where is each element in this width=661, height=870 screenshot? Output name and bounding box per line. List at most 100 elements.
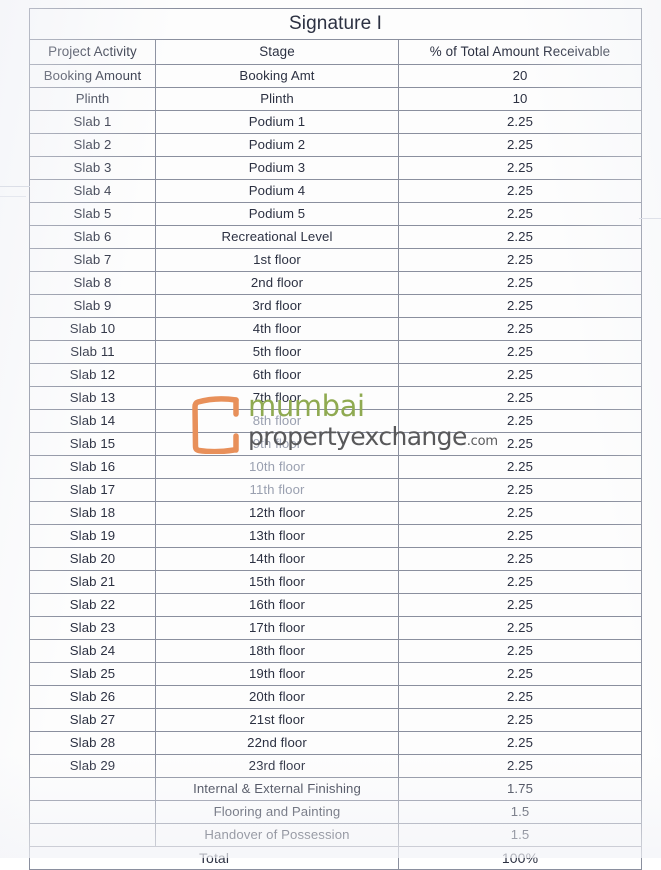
cell-percent: 2.25 xyxy=(397,294,643,318)
cell-percent: 1.5 xyxy=(397,823,643,847)
cell-percent: 2.25 xyxy=(397,685,643,709)
cell-percent: 2.25 xyxy=(397,501,643,525)
cell-project-activity: Slab 20 xyxy=(29,547,156,571)
cell-percent: 10 xyxy=(397,87,643,111)
cell-percent: 1.5 xyxy=(397,800,643,824)
cell-stage: 7th floor xyxy=(155,386,399,410)
table-row: Slab 17 11th floor 2.25 xyxy=(29,478,643,502)
cell-stage: 16th floor xyxy=(155,593,399,617)
scan-crease-left xyxy=(0,186,30,187)
cell-project-activity: Slab 9 xyxy=(29,294,156,318)
table-row: Slab 14 8th floor 2.25 xyxy=(29,409,643,433)
cell-stage: 6th floor xyxy=(155,363,399,387)
table-body: Booking Amount Booking Amt 20 Plinth Plinth 1… xyxy=(29,64,643,847)
cell-stage: 15th floor xyxy=(155,570,399,594)
cell-project-activity: Slab 27 xyxy=(29,708,156,732)
table-row: Slab 27 21st floor 2.25 xyxy=(29,708,643,732)
cell-stage: 12th floor xyxy=(155,501,399,525)
cell-project-activity: Booking Amount xyxy=(29,64,156,88)
table-row: Slab 5 Podium 5 2.25 xyxy=(29,202,643,226)
cell-percent: 2.25 xyxy=(397,731,643,755)
cell-percent: 2.25 xyxy=(397,593,643,617)
table-row: Slab 2 Podium 2 2.25 xyxy=(29,133,643,157)
column-header-stage: Stage xyxy=(155,39,399,65)
cell-stage: Recreational Level xyxy=(155,225,399,249)
cell-stage: 13th floor xyxy=(155,524,399,548)
cell-stage: 19th floor xyxy=(155,662,399,686)
cell-project-activity: Slab 4 xyxy=(29,179,156,203)
table-row: Slab 29 23rd floor 2.25 xyxy=(29,754,643,778)
cell-stage: 11th floor xyxy=(155,478,399,502)
cell-project-activity: Slab 16 xyxy=(29,455,156,479)
table-row: Slab 6 Recreational Level 2.25 xyxy=(29,225,643,249)
table-row: Internal & External Finishing 1.75 xyxy=(29,777,643,801)
cell-stage: 1st floor xyxy=(155,248,399,272)
cell-stage: Booking Amt xyxy=(155,64,399,88)
cell-percent: 2.25 xyxy=(397,156,643,180)
cell-percent: 2.25 xyxy=(397,225,643,249)
cell-stage: Podium 4 xyxy=(155,179,399,203)
cell-stage: Podium 5 xyxy=(155,202,399,226)
cell-project-activity: Slab 21 xyxy=(29,570,156,594)
document-title: Signature I xyxy=(28,8,643,40)
cell-project-activity: Slab 19 xyxy=(29,524,156,548)
cell-project-activity: Slab 10 xyxy=(29,317,156,341)
total-value: 100% xyxy=(397,846,643,870)
cell-stage: 9th floor xyxy=(155,432,399,456)
cell-project-activity: Slab 3 xyxy=(29,156,156,180)
cell-project-activity: Slab 7 xyxy=(29,248,156,272)
cell-project-activity: Slab 25 xyxy=(29,662,156,686)
table-row: Slab 3 Podium 3 2.25 xyxy=(29,156,643,180)
cell-project-activity: Slab 14 xyxy=(29,409,156,433)
cell-stage: Internal & External Finishing xyxy=(155,777,399,801)
cell-stage: Flooring and Painting xyxy=(155,800,399,824)
cell-percent: 2.25 xyxy=(397,179,643,203)
cell-percent: 2.25 xyxy=(397,271,643,295)
table-row: Slab 19 13th floor 2.25 xyxy=(29,524,643,548)
cell-project-activity: Slab 8 xyxy=(29,271,156,295)
cell-project-activity: Plinth xyxy=(29,87,156,111)
total-row: Total 100% xyxy=(29,846,643,870)
table-row: Handover of Possession 1.5 xyxy=(29,823,643,847)
cell-stage: 18th floor xyxy=(155,639,399,663)
cell-percent: 2.25 xyxy=(397,386,643,410)
cell-project-activity: Slab 17 xyxy=(29,478,156,502)
cell-project-activity: Slab 24 xyxy=(29,639,156,663)
cell-percent: 2.25 xyxy=(397,524,643,548)
table-row: Slab 7 1st floor 2.25 xyxy=(29,248,643,272)
table-row: Slab 20 14th floor 2.25 xyxy=(29,547,643,571)
cell-project-activity: Slab 5 xyxy=(29,202,156,226)
cell-percent: 2.25 xyxy=(397,616,643,640)
scan-crease-left-secondary xyxy=(0,196,26,197)
cell-percent: 2.25 xyxy=(397,110,643,134)
table-row: Slab 8 2nd floor 2.25 xyxy=(29,271,643,295)
cell-stage: 20th floor xyxy=(155,685,399,709)
cell-project-activity: Slab 29 xyxy=(29,754,156,778)
cell-project-activity: Slab 2 xyxy=(29,133,156,157)
cell-stage: Podium 1 xyxy=(155,110,399,134)
table-row: Slab 1 Podium 1 2.25 xyxy=(29,110,643,134)
total-label: Total xyxy=(29,846,399,870)
column-header-percent-receivable: % of Total Amount Receivable xyxy=(397,39,643,65)
cell-percent: 2.25 xyxy=(397,754,643,778)
table-row: Slab 12 6th floor 2.25 xyxy=(29,363,643,387)
cell-project-activity: Slab 15 xyxy=(29,432,156,456)
cell-percent: 2.25 xyxy=(397,317,643,341)
table-row: Plinth Plinth 10 xyxy=(29,87,643,111)
cell-project-activity: Slab 28 xyxy=(29,731,156,755)
cell-percent: 2.25 xyxy=(397,363,643,387)
table-footer: Total 100% xyxy=(29,846,643,870)
cell-stage: 23rd floor xyxy=(155,754,399,778)
table-row: Slab 16 10th floor 2.25 xyxy=(29,455,643,479)
cell-stage: Plinth xyxy=(155,87,399,111)
cell-project-activity: Slab 13 xyxy=(29,386,156,410)
table-header: Signature I Project Activity Stage % of … xyxy=(28,8,643,65)
cell-project-activity: Slab 6 xyxy=(29,225,156,249)
cell-stage: 4th floor xyxy=(155,317,399,341)
cell-stage: 2nd floor xyxy=(155,271,399,295)
title-row: Signature I xyxy=(28,8,643,40)
cell-stage: 17th floor xyxy=(155,616,399,640)
cell-stage: 8th floor xyxy=(155,409,399,433)
cell-project-activity: Slab 12 xyxy=(29,363,156,387)
cell-project-activity: Slab 23 xyxy=(29,616,156,640)
